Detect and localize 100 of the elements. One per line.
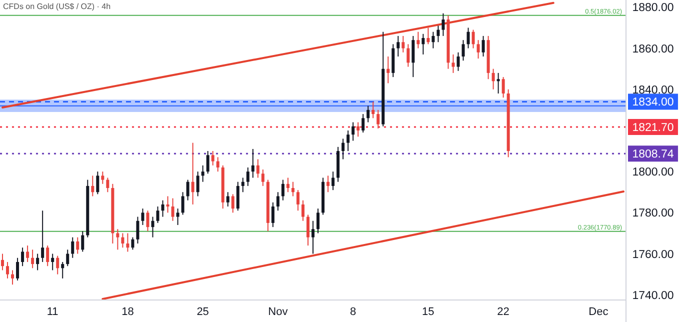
candlestick	[271, 202, 274, 228]
candlestick	[116, 228, 120, 250]
candlestick	[91, 175, 94, 197]
candlestick	[236, 181, 240, 212]
candlestick	[472, 29, 475, 49]
candlestick	[462, 40, 465, 62]
candlestick	[6, 261, 10, 279]
candlestick	[171, 198, 174, 222]
candlestick	[346, 130, 350, 152]
candlestick	[76, 236, 80, 254]
candlestick	[301, 200, 304, 222]
candlestick	[376, 109, 380, 129]
candlestick	[396, 35, 400, 58]
candlestick	[412, 35, 415, 78]
candlestick	[492, 68, 495, 90]
candlestick	[316, 208, 320, 234]
candlestick	[71, 236, 74, 258]
candlestick	[46, 245, 50, 267]
candlestick	[356, 122, 360, 138]
candlestick	[261, 169, 264, 186]
candlestick	[151, 216, 154, 238]
candlestick	[26, 245, 30, 262]
x-tick-label: 22	[497, 306, 510, 318]
candlestick	[256, 158, 260, 178]
candlestick	[326, 175, 330, 193]
candlestick	[496, 72, 500, 94]
candlestick	[296, 190, 300, 212]
candlestick	[312, 220, 314, 254]
candlestick	[281, 179, 284, 201]
candlestick	[181, 192, 184, 216]
candlestick	[291, 181, 294, 197]
candlestick	[442, 12, 445, 36]
candlestick	[126, 232, 130, 252]
ref-line-label: 1834.00	[632, 96, 674, 109]
candlestick	[386, 56, 390, 84]
candlestick	[11, 270, 14, 286]
candlestick	[332, 171, 335, 191]
candlestick	[101, 171, 104, 184]
candlestick	[206, 150, 210, 174]
candlestick	[56, 255, 60, 275]
candlestick	[106, 177, 110, 193]
candlestick	[366, 105, 370, 123]
candlestick	[16, 257, 20, 281]
x-tick-label: 25	[196, 306, 209, 318]
candlestick	[36, 253, 40, 271]
candlestick	[406, 44, 410, 68]
y-tick-label: 1760.00	[632, 248, 674, 261]
candlestick	[216, 156, 220, 172]
candlestick	[362, 114, 365, 134]
candlestick	[211, 150, 214, 166]
candlestick	[186, 179, 190, 201]
candlestick	[166, 196, 170, 214]
candlestick	[342, 138, 345, 160]
candlestick	[452, 54, 455, 74]
candlestick	[21, 247, 24, 267]
candlestick	[146, 210, 150, 232]
x-tick-label: 18	[122, 306, 134, 318]
candlestick	[51, 253, 54, 271]
candlestick	[426, 27, 430, 45]
chart-title: CFDs on Gold (US$ / OZ) · 4h	[3, 2, 111, 11]
candlestick	[136, 216, 140, 244]
y-tick-label: 1880.00	[632, 2, 674, 14]
candlestick	[31, 249, 34, 269]
y-tick-label: 1860.00	[632, 43, 674, 56]
candlestick	[1, 253, 4, 271]
ref-line-label: 1821.70	[632, 122, 674, 134]
x-tick-label: Dec	[588, 306, 609, 318]
candlestick	[231, 194, 234, 214]
candlestick	[141, 208, 144, 226]
candlestick	[156, 206, 160, 224]
candlestick	[482, 35, 485, 58]
candlestick	[502, 76, 505, 98]
candlestick	[246, 166, 250, 186]
candlestick	[306, 214, 310, 246]
x-tick-label: Nov	[268, 306, 288, 318]
candlestick	[81, 230, 84, 252]
candlestick	[66, 249, 70, 267]
y-tick-label: 1800.00	[632, 166, 674, 179]
y-tick-label: 1740.00	[632, 290, 674, 302]
candlestick	[432, 31, 435, 49]
candlestick	[191, 142, 194, 205]
candlestick	[41, 210, 44, 262]
candlestick	[372, 101, 375, 119]
x-tick-label: 11	[46, 306, 58, 318]
candlestick	[436, 25, 440, 43]
candlestick	[201, 164, 204, 182]
candlestick	[61, 261, 64, 279]
candlestick	[422, 33, 425, 55]
x-tick-label: 8	[350, 306, 356, 318]
ref-line-label: 1808.74	[632, 148, 674, 161]
candlestick	[161, 200, 164, 218]
candlestick	[416, 31, 420, 49]
candlestick	[241, 177, 244, 193]
candlestick	[96, 171, 100, 195]
y-tick-label: 1780.00	[632, 208, 674, 220]
candlestick	[251, 148, 254, 178]
candlestick	[176, 208, 180, 226]
y-tick-label: 1840.00	[632, 84, 674, 96]
candlestick	[286, 177, 290, 193]
candlestick	[196, 171, 200, 197]
